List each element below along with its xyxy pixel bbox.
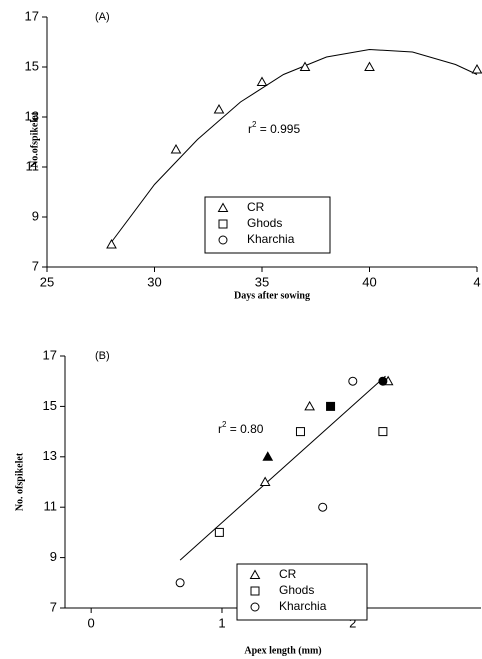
x-tick-label: 30 [147, 274, 161, 289]
x-axis-label: Days after sowing [234, 290, 310, 301]
point [318, 502, 328, 512]
rest: = 0.80 [226, 422, 263, 436]
point [170, 143, 182, 154]
y-tick-label: 17 [43, 347, 57, 362]
legend-symbol [218, 235, 228, 245]
panel-label: (A) [95, 11, 110, 23]
point [299, 61, 311, 71]
point [259, 476, 271, 486]
x-tick-label: 25 [40, 274, 54, 289]
point [326, 401, 336, 411]
x-tick-label: 40 [362, 274, 376, 289]
y-tick-label: 7 [50, 599, 57, 614]
y-tick-label: 9 [50, 549, 57, 564]
legend-symbol [250, 586, 260, 596]
legend-symbol [218, 219, 228, 229]
fit-line [179, 375, 386, 561]
point [106, 238, 117, 249]
point [304, 400, 315, 411]
r: r [248, 122, 252, 136]
legend-symbol [249, 569, 261, 579]
legend-label: CR [279, 567, 297, 581]
y-axis-label: No. ofspikelet [14, 452, 25, 511]
y-tick-label: 13 [43, 448, 57, 463]
y-tick-label: 11 [26, 158, 40, 173]
x-tick-label: 4 [473, 274, 480, 289]
sup: 2 [222, 420, 227, 429]
y-tick-label: 11 [44, 499, 58, 514]
legend-label: Kharchia [247, 232, 295, 246]
legend-label: Kharchia [279, 599, 327, 613]
r-squared: r2 = 0.80 [218, 420, 264, 436]
y-axis-label: No.ofspikelet [29, 111, 40, 168]
rest: = 0.995 [256, 122, 300, 136]
point [295, 427, 305, 437]
legend-label: Ghods [247, 216, 282, 230]
y-tick-label: 15 [43, 398, 57, 413]
point [378, 427, 388, 437]
legend-symbol [217, 202, 229, 212]
legend-label: Ghods [279, 583, 314, 597]
y-tick-label: 13 [25, 108, 39, 123]
point [214, 527, 224, 537]
point [256, 76, 268, 86]
point [213, 103, 225, 114]
y-tick-label: 7 [32, 258, 39, 273]
x-tick-label: 35 [255, 274, 269, 289]
point [471, 63, 482, 74]
x-tick-label: 0 [88, 615, 95, 630]
y-tick-label: 9 [32, 208, 39, 223]
r-squared: r2 = 0.995 [248, 120, 300, 136]
legend-label: CR [247, 200, 265, 214]
point [262, 451, 274, 461]
y-tick-label: 15 [25, 58, 39, 73]
x-axis-label: Apex length (mm) [244, 645, 321, 656]
point [378, 376, 388, 386]
y-tick-label: 17 [25, 8, 39, 23]
legend-symbol [250, 602, 260, 612]
point [364, 61, 375, 71]
panel-label: (B) [95, 350, 110, 362]
point [175, 578, 185, 588]
sup: 2 [252, 120, 257, 129]
r: r [218, 422, 222, 436]
x-tick-label: 1 [218, 615, 225, 630]
point [348, 376, 358, 386]
x-tick-label: 2 [349, 615, 356, 630]
